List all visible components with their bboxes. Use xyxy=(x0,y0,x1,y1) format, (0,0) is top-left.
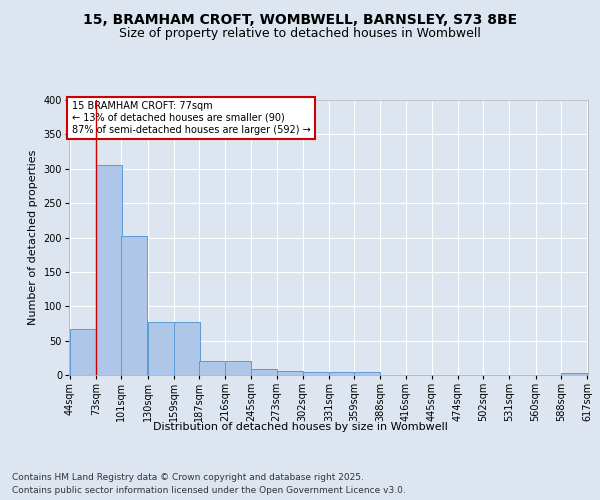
Text: Distribution of detached houses by size in Wombwell: Distribution of detached houses by size … xyxy=(152,422,448,432)
Bar xyxy=(225,361,251,375)
Text: 15 BRAMHAM CROFT: 77sqm
← 13% of detached houses are smaller (90)
87% of semi-de: 15 BRAMHAM CROFT: 77sqm ← 13% of detache… xyxy=(71,102,310,134)
Bar xyxy=(121,236,148,375)
Bar xyxy=(561,373,587,375)
Bar xyxy=(251,369,277,375)
Text: Contains HM Land Registry data © Crown copyright and database right 2025.: Contains HM Land Registry data © Crown c… xyxy=(12,472,364,482)
Text: 15, BRAMHAM CROFT, WOMBWELL, BARNSLEY, S73 8BE: 15, BRAMHAM CROFT, WOMBWELL, BARNSLEY, S… xyxy=(83,12,517,26)
Bar xyxy=(70,329,96,375)
Bar xyxy=(303,372,329,375)
Bar xyxy=(355,372,380,375)
Bar xyxy=(96,166,122,375)
Bar xyxy=(277,371,302,375)
Bar xyxy=(199,361,225,375)
Bar xyxy=(174,322,200,375)
Bar xyxy=(148,322,173,375)
Y-axis label: Number of detached properties: Number of detached properties xyxy=(28,150,38,325)
Text: Contains public sector information licensed under the Open Government Licence v3: Contains public sector information licen… xyxy=(12,486,406,495)
Bar xyxy=(329,372,355,375)
Text: Size of property relative to detached houses in Wombwell: Size of property relative to detached ho… xyxy=(119,28,481,40)
